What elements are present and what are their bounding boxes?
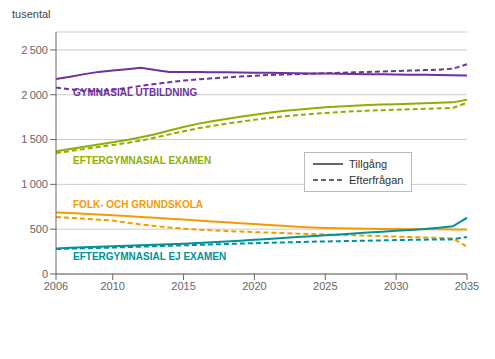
html-text:Tillgång: Tillgång (349, 158, 388, 170)
svg-text:0: 0 (42, 268, 48, 280)
svg-text:2015: 2015 (171, 280, 195, 292)
svg-text:2006: 2006 (44, 280, 68, 292)
html-text:Efterfrågan: Efterfrågan (349, 174, 404, 186)
svg-text:FOLK- OCH GRUNDSKOLA: FOLK- OCH GRUNDSKOLA (73, 199, 203, 210)
svg-text:1 000: 1 000 (21, 178, 48, 190)
svg-text:GYMNASIAL UTBILDNING: GYMNASIAL UTBILDNING (73, 87, 197, 98)
svg-text:EFTERGYMNASIAL EXAMEN: EFTERGYMNASIAL EXAMEN (73, 155, 211, 166)
html-text:tusental: tusental (12, 8, 51, 20)
svg-text:2 000: 2 000 (21, 89, 48, 101)
svg-text:500: 500 (30, 223, 48, 235)
svg-text:2010: 2010 (100, 280, 124, 292)
svg-text:EFTERGYMNASIAL EJ EXAMEN: EFTERGYMNASIAL EJ EXAMEN (73, 251, 226, 262)
svg-text:2035: 2035 (455, 280, 479, 292)
svg-text:2020: 2020 (242, 280, 266, 292)
svg-text:2030: 2030 (384, 280, 408, 292)
svg-text:2 500: 2 500 (21, 44, 48, 56)
svg-text:1 500: 1 500 (21, 133, 48, 145)
svg-text:2025: 2025 (313, 280, 337, 292)
